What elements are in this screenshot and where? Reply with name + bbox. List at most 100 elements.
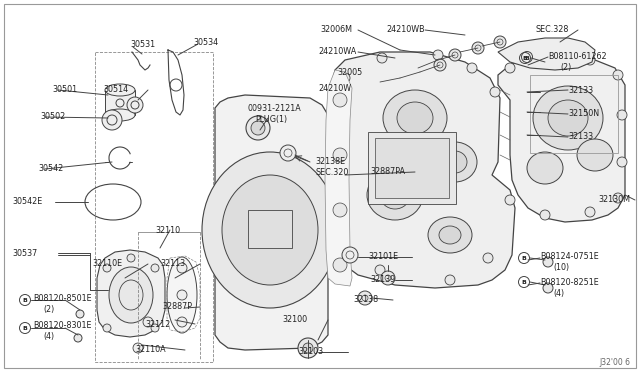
Circle shape <box>543 257 553 267</box>
Text: 32130M: 32130M <box>598 195 630 204</box>
Circle shape <box>342 247 358 263</box>
Text: B: B <box>525 55 529 61</box>
Circle shape <box>613 70 623 80</box>
Text: 30531: 30531 <box>130 40 155 49</box>
Circle shape <box>617 110 627 120</box>
Ellipse shape <box>397 102 433 134</box>
Text: 30514: 30514 <box>103 85 128 94</box>
Circle shape <box>472 42 484 54</box>
Text: 30501: 30501 <box>52 85 77 94</box>
Circle shape <box>333 203 347 217</box>
Bar <box>375 138 449 198</box>
Text: (2): (2) <box>560 63 572 72</box>
Circle shape <box>251 121 265 135</box>
Circle shape <box>445 275 455 285</box>
Circle shape <box>133 343 143 353</box>
Ellipse shape <box>383 90 447 146</box>
Circle shape <box>246 116 270 140</box>
Text: (10): (10) <box>553 263 569 272</box>
Circle shape <box>490 87 500 97</box>
Text: 24210WB: 24210WB <box>386 25 424 34</box>
Text: 32138: 32138 <box>353 295 378 304</box>
Circle shape <box>540 53 550 63</box>
Text: 30542E: 30542E <box>12 197 42 206</box>
Text: 32113: 32113 <box>160 259 185 268</box>
Circle shape <box>127 254 135 262</box>
Text: (4): (4) <box>43 332 54 341</box>
Text: 32133: 32133 <box>568 86 593 95</box>
Text: 30537: 30537 <box>12 249 37 258</box>
Text: 32150N: 32150N <box>568 109 599 118</box>
Text: B: B <box>522 280 527 285</box>
Circle shape <box>505 63 515 73</box>
Circle shape <box>505 195 515 205</box>
Circle shape <box>617 157 627 167</box>
Circle shape <box>339 243 349 253</box>
Text: 32110E: 32110E <box>92 259 122 268</box>
Circle shape <box>280 145 296 161</box>
Text: 32138E: 32138E <box>315 157 345 166</box>
Text: B08120-8251E: B08120-8251E <box>540 278 599 287</box>
Bar <box>530 75 618 153</box>
Text: B08120-8301E: B08120-8301E <box>33 321 92 330</box>
Ellipse shape <box>167 257 197 333</box>
Polygon shape <box>498 55 625 222</box>
Circle shape <box>340 73 350 83</box>
Text: 32139: 32139 <box>370 275 396 284</box>
Text: 30502: 30502 <box>40 112 65 121</box>
Circle shape <box>449 49 461 61</box>
Ellipse shape <box>533 86 603 150</box>
Circle shape <box>494 36 506 48</box>
Text: 24210WA: 24210WA <box>318 47 356 56</box>
Bar <box>248 210 292 248</box>
Text: SEC.328: SEC.328 <box>536 25 570 34</box>
Bar <box>368 132 456 204</box>
Ellipse shape <box>433 142 477 182</box>
Circle shape <box>127 97 143 113</box>
Circle shape <box>177 317 187 327</box>
Ellipse shape <box>222 175 318 285</box>
Text: 32133: 32133 <box>568 132 593 141</box>
Text: B: B <box>22 327 28 331</box>
Text: 32887PA: 32887PA <box>370 167 405 176</box>
Ellipse shape <box>548 100 588 136</box>
Polygon shape <box>325 70 352 286</box>
Circle shape <box>585 55 595 65</box>
Circle shape <box>358 291 372 305</box>
Circle shape <box>333 148 347 162</box>
Text: B: B <box>523 57 527 61</box>
Circle shape <box>298 338 318 358</box>
Circle shape <box>151 264 159 272</box>
Text: B08124-0751E: B08124-0751E <box>540 252 599 261</box>
Circle shape <box>540 210 550 220</box>
Ellipse shape <box>109 267 153 323</box>
Text: (4): (4) <box>553 289 564 298</box>
Polygon shape <box>215 95 328 350</box>
Circle shape <box>377 53 387 63</box>
Text: 00931-2121A: 00931-2121A <box>248 104 301 113</box>
Circle shape <box>381 271 395 285</box>
Ellipse shape <box>380 181 410 209</box>
Polygon shape <box>97 250 165 337</box>
Circle shape <box>467 63 477 73</box>
Ellipse shape <box>105 109 135 121</box>
Circle shape <box>102 110 122 130</box>
Text: 32112: 32112 <box>145 320 170 329</box>
Circle shape <box>76 310 84 318</box>
Ellipse shape <box>439 226 461 244</box>
Circle shape <box>543 283 553 293</box>
Circle shape <box>333 258 347 272</box>
Bar <box>105 90 135 115</box>
Text: PLUG(1): PLUG(1) <box>255 115 287 124</box>
Circle shape <box>375 265 385 275</box>
Text: (2): (2) <box>43 305 54 314</box>
Circle shape <box>434 59 446 71</box>
Circle shape <box>585 207 595 217</box>
Polygon shape <box>328 52 515 288</box>
Text: B: B <box>22 298 28 304</box>
Circle shape <box>103 324 111 332</box>
Circle shape <box>177 263 187 273</box>
Text: 32005: 32005 <box>337 68 362 77</box>
Ellipse shape <box>577 139 613 171</box>
Circle shape <box>483 253 493 263</box>
